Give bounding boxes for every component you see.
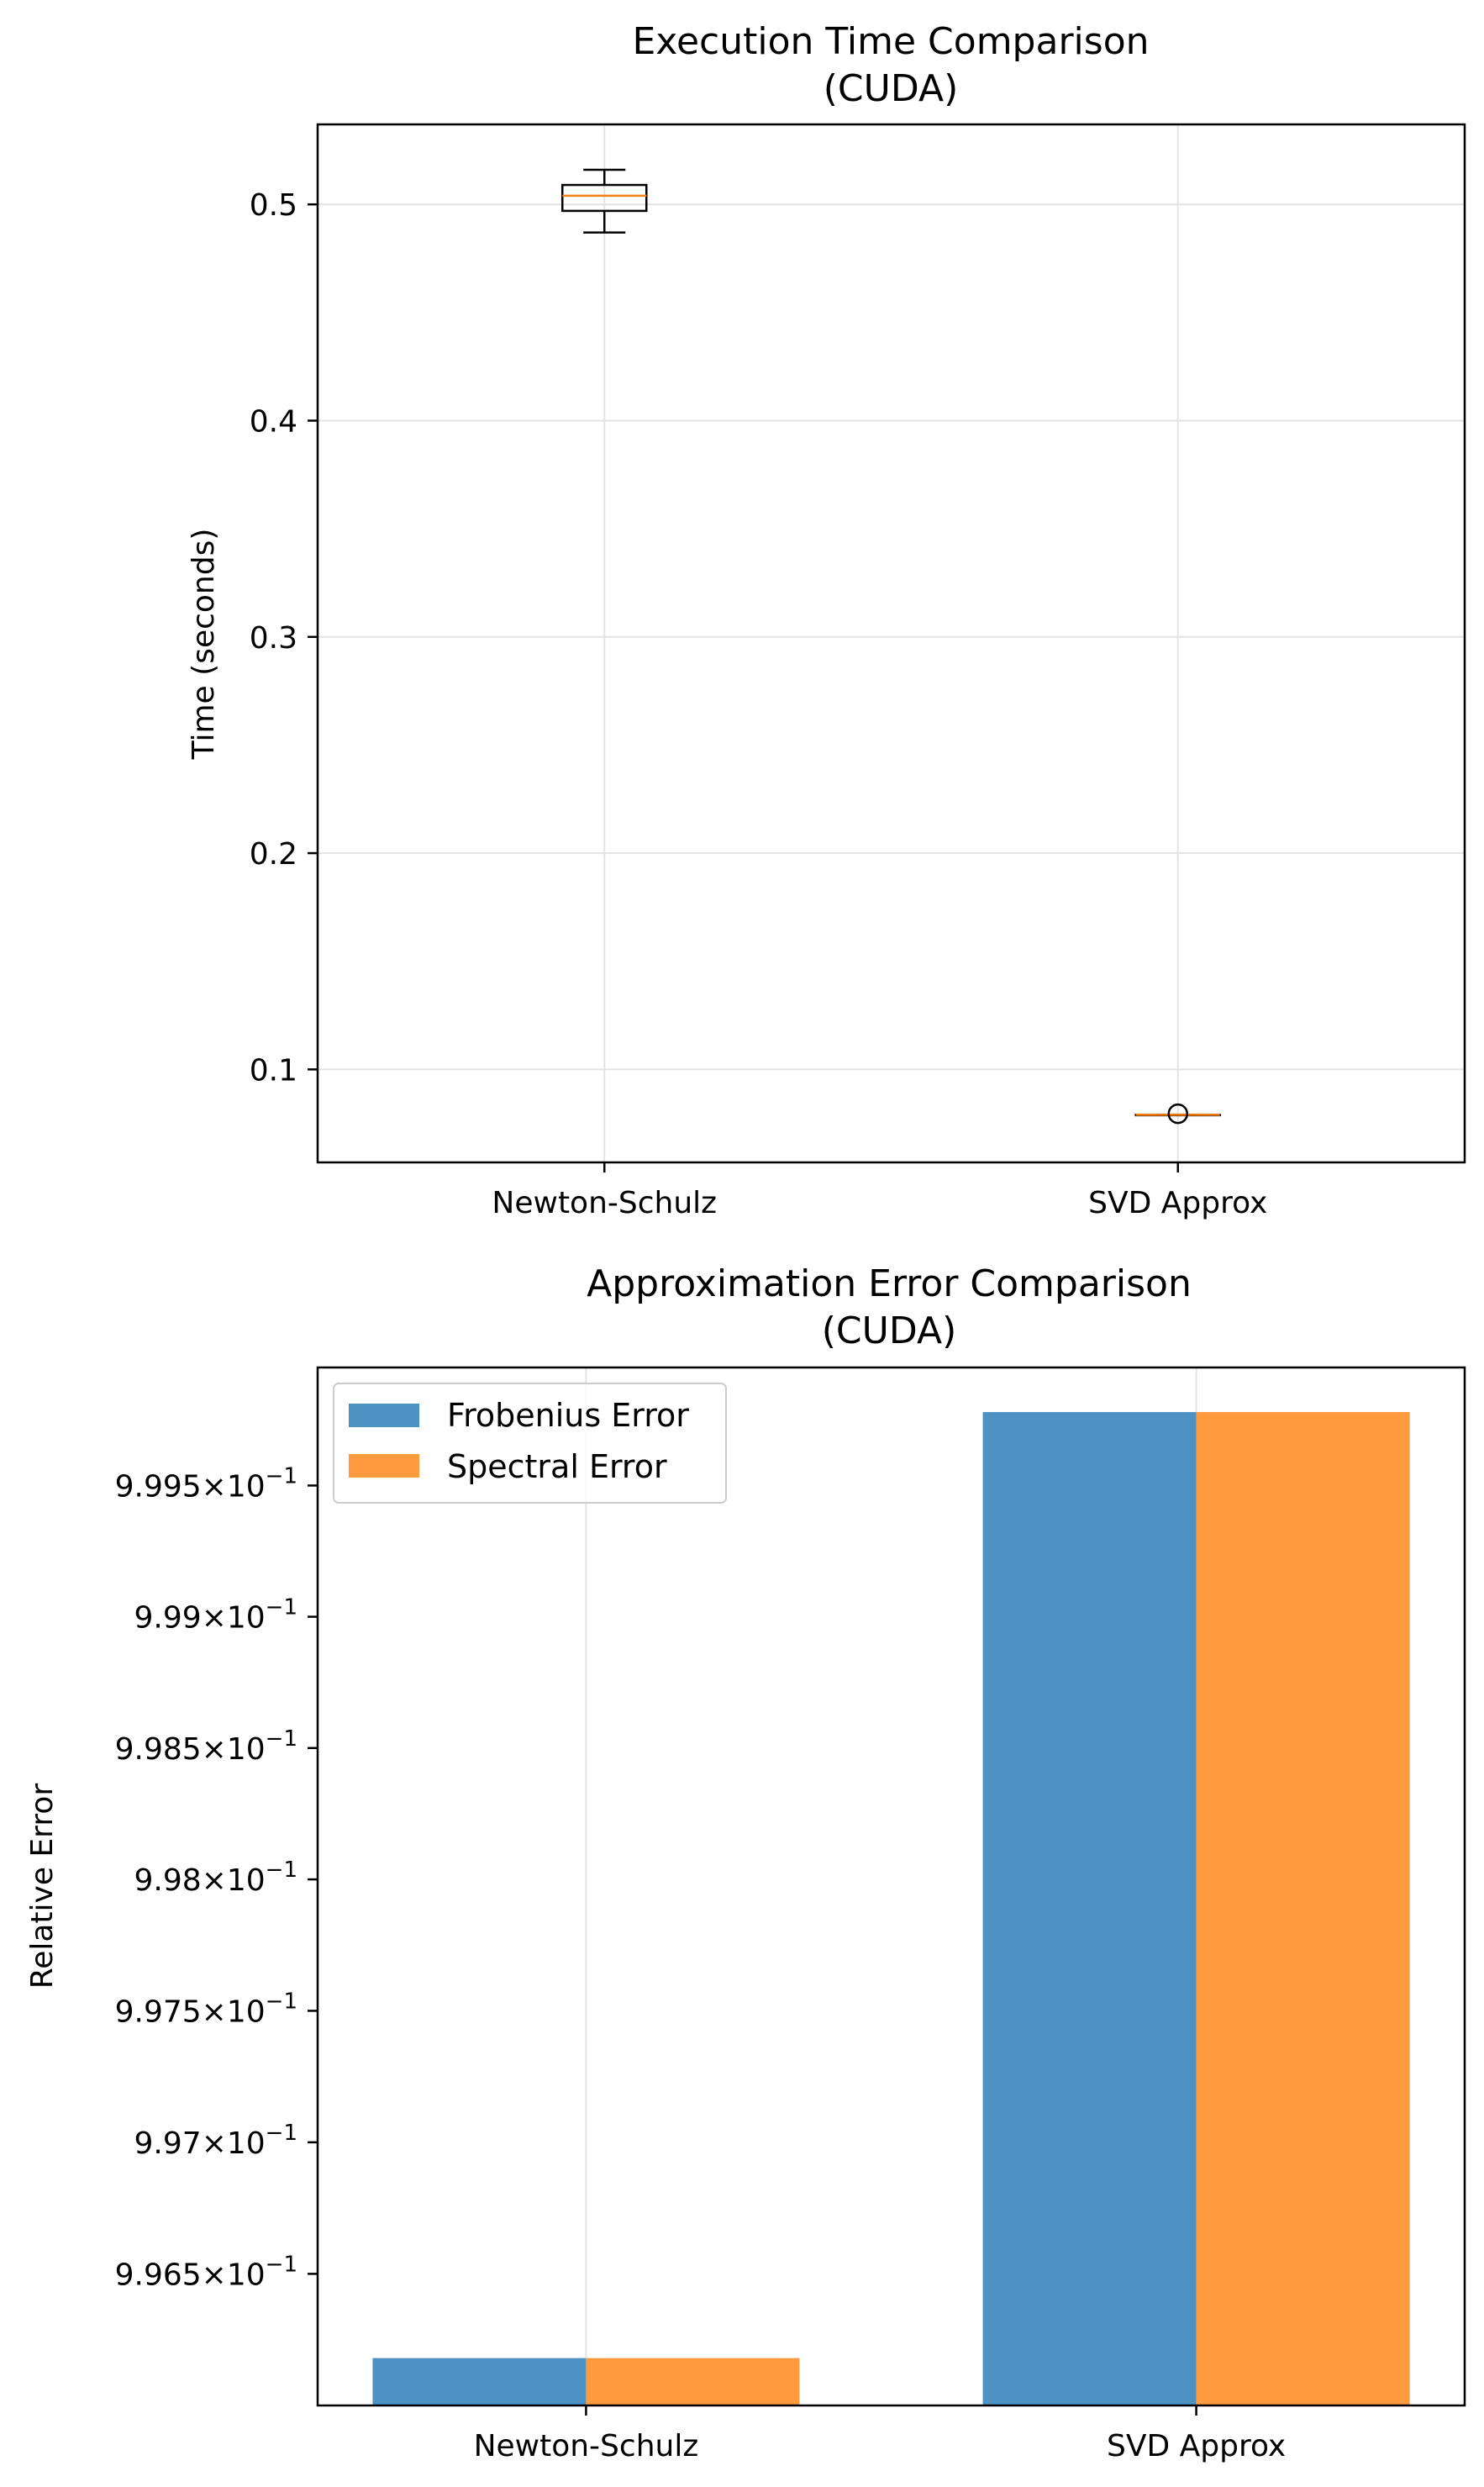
chart1-ytick-label: 0.2 [250,837,297,872]
chart1-ytick-label: 0.3 [250,621,297,656]
chart1-xtick-label: SVD Approx [1088,1186,1267,1220]
chart1-y-axis-label: Time (seconds) [187,529,221,761]
chart2-ytick-label: 9.995×10−1 [115,1463,297,1504]
chart2-x-ticks: Newton-Schulz SVD Approx [474,2405,1286,2463]
chart1-xtick-label: Newton-Schulz [492,1186,717,1220]
box-body [561,183,648,213]
chart2-ytick-label: 9.97×10−1 [134,2121,297,2161]
chart1-ytick-label: 0.5 [250,188,297,223]
approximation-error-chart: Approximation Error Comparison (CUDA) 9.… [25,1262,1466,2463]
chart1-ytick-label: 0.4 [250,404,297,439]
legend-swatch-frobenius [349,1404,419,1427]
chart1-title-line1: Execution Time Comparison [632,20,1149,63]
chart1-y-ticks: 0.1 0.2 0.3 0.4 0.5 [250,188,318,1088]
chart2-title-line2: (CUDA) [822,1309,956,1352]
bar-frobenius [982,1412,1197,2405]
legend-label-spectral: Spectral Error [447,1448,667,1485]
chart2-bars [372,1412,1410,2405]
chart1-axes-frame [316,123,1466,1164]
chart2-ytick-label: 9.975×10−1 [115,1989,297,2029]
bar-spectral [586,2358,800,2405]
chart2-y-axis-label: Relative Error [25,1784,60,1989]
chart2-axes-frame [316,1366,1466,2407]
legend-swatch-spectral [349,1454,419,1478]
chart2-y-ticks: 9.965×10−1 9.97×10−1 9.975×10−1 9.98×10−1 9.… [115,1463,318,2292]
chart2-ytick-label: 9.98×10−1 [134,1857,297,1898]
box-outlier [1167,1103,1188,1125]
bar-frobenius [372,2358,587,2405]
chart2-xtick-label: Newton-Schulz [474,2429,699,2463]
chart2-ytick-label: 9.965×10−1 [115,2252,297,2292]
chart2-ytick-label: 9.99×10−1 [134,1595,297,1636]
chart1-boxes [561,168,1221,1125]
legend-label-frobenius: Frobenius Error [447,1397,689,1434]
chart2-title-line1: Approximation Error Comparison [587,1262,1192,1305]
chart1-gridlines [318,124,1465,1162]
chart1-ytick-label: 0.1 [250,1053,297,1088]
chart2-xtick-label: SVD Approx [1107,2429,1286,2463]
chart1-title-line2: (CUDA) [824,67,958,110]
chart2-ytick-label: 9.985×10−1 [115,1726,297,1767]
legend-frame [333,1383,727,1504]
chart2-legend: Frobenius Error Spectral Error [333,1383,727,1504]
bar-spectral [1196,1412,1410,2405]
chart1-x-ticks: Newton-Schulz SVD Approx [492,1162,1267,1220]
execution-time-chart: Execution Time Comparison (CUDA) 0.10.20… [187,20,1466,1220]
